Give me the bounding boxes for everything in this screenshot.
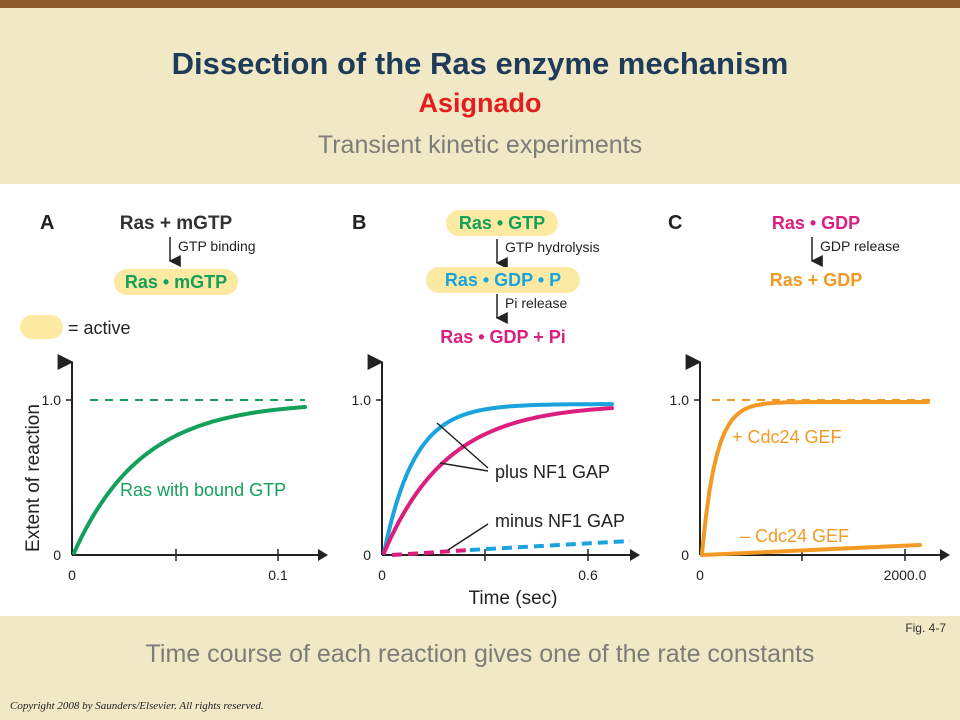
panel-c-minus-label: – Cdc24 GEF xyxy=(740,526,849,546)
panel-b-plus-label: plus NF1 GAP xyxy=(495,462,610,482)
figure-number: Fig. 4-7 xyxy=(905,621,946,635)
panel-b-x-arrowhead xyxy=(630,549,640,561)
panel-c-xtick-label: 2000.0 xyxy=(884,567,927,583)
panel-b-step-2: Pi release xyxy=(505,295,567,311)
panel-c-plus-label: + Cdc24 GEF xyxy=(732,427,842,447)
panel-b-slow-magenta xyxy=(391,548,471,557)
slide-title: Dissection of the Ras enzyme mechanism xyxy=(171,46,789,81)
panel-c-curve xyxy=(700,400,930,555)
section-heading: Transient kinetic experiments xyxy=(317,131,643,159)
figure-panel: A Ras + mGTP GTP binding Ras • mGTP = ac… xyxy=(0,184,960,616)
panel-b-letter: B xyxy=(352,212,366,234)
panel-b-xtick-label: 0.6 xyxy=(578,567,598,583)
panel-b-slow-blue xyxy=(469,539,631,552)
panel-b-species-3: Ras • GDP + Pi xyxy=(440,327,566,347)
panel-a-step: GTP binding xyxy=(178,238,256,254)
panel-a-ytick-label: 0 xyxy=(53,547,61,563)
copyright-notice: Copyright 2008 by Saunders/Elsevier. All… xyxy=(10,700,264,712)
panel-b-pointer xyxy=(447,523,489,551)
active-highlight xyxy=(426,267,580,293)
panel-a-reactant: Ras + mGTP xyxy=(120,213,233,234)
panel-a-curve-label: Ras with bound GTP xyxy=(120,480,286,500)
slide-subtitle: Asignado xyxy=(418,88,542,118)
panel-b-xtick-label: 0 xyxy=(378,567,386,583)
active-highlight xyxy=(114,269,238,295)
y-axis-label: Extent of reaction xyxy=(23,404,44,552)
panel-a-xtick-label: 0 xyxy=(68,567,76,583)
panel-c: C Ras • GDP GDP release Ras + GDP 1.0 0 … xyxy=(668,212,950,583)
top-accent-bar xyxy=(0,0,960,8)
panel-b-step-1: GTP hydrolysis xyxy=(505,239,600,255)
panel-b: B Ras • GTP GTP hydrolysis Ras • GDP • P… xyxy=(352,210,640,609)
active-legend-swatch xyxy=(20,315,63,339)
panel-b-curve-blue xyxy=(382,402,614,555)
panel-a-product: Ras • mGTP xyxy=(125,272,227,292)
kinetics-figure: A Ras + mGTP GTP binding Ras • mGTP = ac… xyxy=(20,210,950,609)
panel-a-xtick-label: 0.1 xyxy=(268,567,288,583)
active-legend-label: = active xyxy=(68,318,131,338)
panel-b-species-2: Ras • GDP • P xyxy=(445,270,561,290)
panel-c-ytick-label: 1.0 xyxy=(670,392,690,408)
panel-c-ytick-label: 0 xyxy=(681,547,689,563)
panel-c-species-1: Ras • GDP xyxy=(772,213,860,233)
panel-c-slow-line xyxy=(700,543,922,557)
panel-b-curve-magenta xyxy=(382,406,614,555)
panel-b-ytick-label: 0 xyxy=(363,547,371,563)
panel-b-species-1: Ras • GTP xyxy=(459,213,545,233)
active-highlight xyxy=(446,210,558,236)
caption: Time course of each reaction gives one o… xyxy=(145,640,815,668)
panel-c-step: GDP release xyxy=(820,238,900,254)
panel-a-letter: A xyxy=(40,212,54,234)
panel-b-minus-label: minus NF1 GAP xyxy=(495,511,625,531)
panel-b-ytick-label: 1.0 xyxy=(352,392,372,408)
panel-b-pointer xyxy=(439,462,489,472)
panel-c-species-2: Ras + GDP xyxy=(770,270,863,290)
panel-b-pointer xyxy=(436,422,489,469)
panel-c-xtick-label: 0 xyxy=(696,567,704,583)
panel-a-ytick-label: 1.0 xyxy=(42,392,62,408)
x-axis-label: Time (sec) xyxy=(468,588,557,609)
panel-a: A Ras + mGTP GTP binding Ras • mGTP = ac… xyxy=(20,212,328,583)
panel-a-curve xyxy=(72,405,307,555)
panel-c-letter: C xyxy=(668,212,682,234)
panel-a-x-arrowhead xyxy=(318,549,328,561)
panel-c-x-arrowhead xyxy=(940,549,950,561)
